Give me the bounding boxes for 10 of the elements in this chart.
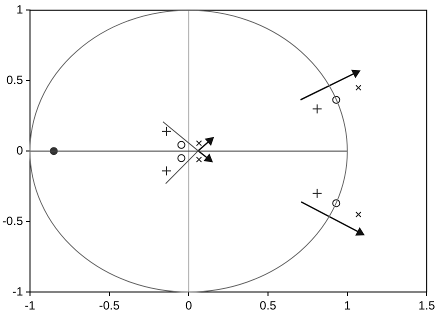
- y-tick-label: 0.5: [6, 72, 24, 87]
- y-tick-label: -0.5: [2, 214, 24, 228]
- y-tick-label: -1: [12, 284, 24, 298]
- x-tick-label: 0: [185, 298, 192, 313]
- y-tick-label: 1: [16, 2, 24, 17]
- y-tick-label: 0: [16, 143, 24, 158]
- x-tick-label: 1.5: [418, 298, 436, 313]
- x-tick-label: -0.5: [98, 298, 120, 313]
- x-tick-label: 1: [344, 298, 351, 313]
- x-tick-label: 0.5: [260, 298, 277, 313]
